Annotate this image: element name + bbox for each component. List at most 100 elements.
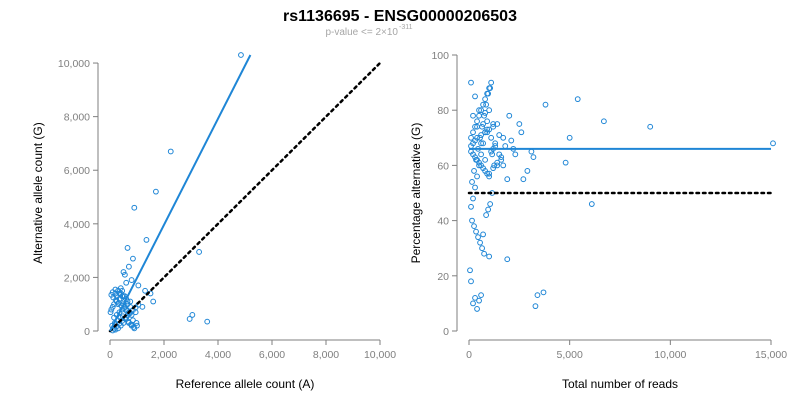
data-point [485, 206, 492, 213]
y-tick-label: 4,000 [64, 219, 90, 231]
x-tick-label: 0 [466, 349, 472, 361]
data-point [770, 140, 776, 147]
figure-title: rs1136695 - ENSG00000206503 [283, 8, 517, 25]
x-axis-label: Total number of reads [562, 377, 678, 391]
data-point [108, 306, 115, 313]
data-point [143, 236, 150, 243]
data-point [518, 129, 525, 136]
data-point [476, 107, 482, 114]
data-point [125, 263, 132, 270]
data-point [124, 245, 131, 251]
data-point [478, 151, 484, 158]
data-point [472, 184, 478, 191]
data-point [468, 278, 474, 285]
data-point [562, 159, 569, 166]
data-point [482, 129, 489, 136]
x-tick-label: 0 [107, 349, 113, 361]
data-point [490, 121, 497, 127]
data-point [492, 140, 499, 147]
data-point [528, 148, 535, 155]
data-point [540, 289, 547, 296]
scatter-chart-allele-counts: 0 2,000 4,000 6,000 8,000 10,000 0 2,000 4,000 6,… [31, 52, 396, 391]
figure-subtitle-exponent: -311 [399, 24, 413, 31]
data-point [491, 162, 498, 169]
data-point [167, 148, 174, 155]
y-tick-label: 80 [437, 105, 449, 117]
data-point [186, 316, 193, 322]
data-point [479, 123, 485, 130]
data-point [134, 322, 140, 329]
data-point [647, 123, 654, 130]
data-point [498, 156, 505, 163]
data-point [470, 129, 476, 136]
data-point [474, 134, 480, 141]
data-point [468, 79, 474, 86]
y-tick-label: 0 [84, 326, 90, 338]
data-point [512, 151, 519, 158]
data-point [486, 253, 493, 260]
y-tick-label: 40 [437, 216, 449, 228]
data-point [142, 287, 149, 294]
data-point [468, 203, 474, 210]
data-point [476, 162, 482, 169]
data-point [471, 168, 477, 174]
data-point [477, 134, 483, 141]
data-point [490, 165, 497, 172]
data-point [204, 318, 211, 325]
data-point [534, 292, 541, 299]
y-tick-label: 0 [443, 326, 449, 338]
data-point [476, 112, 482, 119]
data-point [516, 121, 523, 127]
y-tick-label: 6,000 [64, 165, 90, 177]
y-tick-label: 20 [437, 271, 449, 283]
data-point [494, 121, 501, 127]
data-point [486, 107, 493, 114]
x-tick-label: 6,000 [259, 349, 285, 361]
x-tick-label: 10,000 [364, 349, 396, 361]
data-point [478, 132, 484, 138]
data-point [127, 298, 134, 305]
fit-line [109, 54, 252, 332]
data-point [150, 298, 157, 305]
data-point [130, 255, 136, 262]
y-tick-label: 2,000 [64, 272, 90, 284]
data-point [478, 107, 484, 114]
data-point [486, 85, 493, 92]
data-point [504, 256, 511, 263]
data-point [113, 293, 120, 300]
x-tick-label: 5,000 [557, 349, 583, 361]
data-point [472, 294, 478, 301]
data-point [480, 140, 486, 147]
data-point [130, 324, 137, 330]
data-point [470, 195, 476, 202]
y-axis-label: Percentage alternative (G) [409, 123, 423, 264]
data-point [478, 292, 484, 299]
data-point [480, 231, 486, 238]
data-point [542, 101, 549, 108]
data-point [487, 201, 494, 207]
data-point [153, 188, 159, 195]
x-tick-label: 4,000 [205, 349, 231, 361]
data-point [520, 176, 527, 183]
y-axis-label: Alternative allele count (G) [31, 122, 45, 263]
data-point [481, 250, 488, 257]
data-point [508, 137, 515, 144]
data-point [135, 282, 142, 289]
data-point [489, 151, 496, 158]
data-point [482, 156, 489, 163]
data-point [131, 204, 138, 211]
data-point [482, 96, 489, 103]
data-point [480, 101, 486, 108]
data-point [488, 134, 495, 141]
data-point [483, 212, 490, 218]
data-point [588, 201, 595, 207]
data-point [123, 279, 130, 286]
data-point [504, 176, 511, 183]
data-point [475, 234, 481, 241]
data-point [494, 162, 501, 169]
data-point [196, 249, 203, 255]
data-point [500, 134, 507, 141]
data-point [524, 168, 531, 174]
x-tick-label: 8,000 [313, 349, 339, 361]
